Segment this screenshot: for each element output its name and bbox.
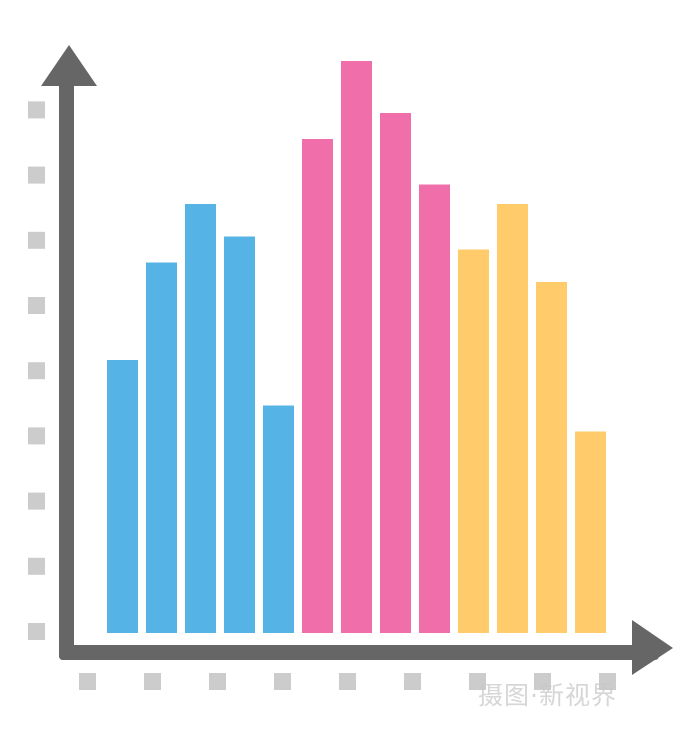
- x-tick-marker: [534, 673, 551, 690]
- y-axis-arrow: [41, 45, 97, 86]
- y-axis-line: [59, 78, 74, 660]
- bar: [341, 61, 372, 633]
- bar: [146, 262, 177, 633]
- x-tick-marker: [209, 673, 226, 690]
- y-tick-marker: [28, 492, 45, 510]
- bar: [263, 405, 294, 633]
- y-tick-marker: [28, 101, 45, 119]
- bar: [536, 282, 567, 633]
- y-tick-marker: [28, 297, 45, 314]
- bar: [302, 139, 333, 633]
- x-tick-marker: [79, 673, 96, 690]
- x-tick-marker: [339, 673, 356, 690]
- y-tick-marker: [28, 427, 45, 445]
- bar: [224, 236, 255, 633]
- bar: [575, 431, 606, 633]
- bar: [419, 184, 450, 633]
- bar: [185, 204, 216, 633]
- bar: [107, 360, 138, 633]
- y-tick-marker: [28, 557, 45, 575]
- x-tick-marker: [469, 673, 486, 690]
- x-tick-marker: [599, 673, 616, 690]
- x-tick-marker: [144, 673, 161, 690]
- y-tick-marker: [28, 623, 45, 640]
- watermark: 摄图·新视界: [478, 681, 617, 710]
- bar: [380, 113, 411, 633]
- x-tick-marker: [274, 673, 291, 690]
- bar: [497, 204, 528, 633]
- x-axis-line: [59, 645, 659, 660]
- x-tick-marker: [404, 673, 421, 690]
- y-tick-marker: [28, 231, 45, 249]
- y-tick-marker: [28, 362, 45, 380]
- bar: [458, 249, 489, 633]
- x-axis-arrow: [632, 620, 673, 675]
- y-tick-marker: [28, 166, 45, 184]
